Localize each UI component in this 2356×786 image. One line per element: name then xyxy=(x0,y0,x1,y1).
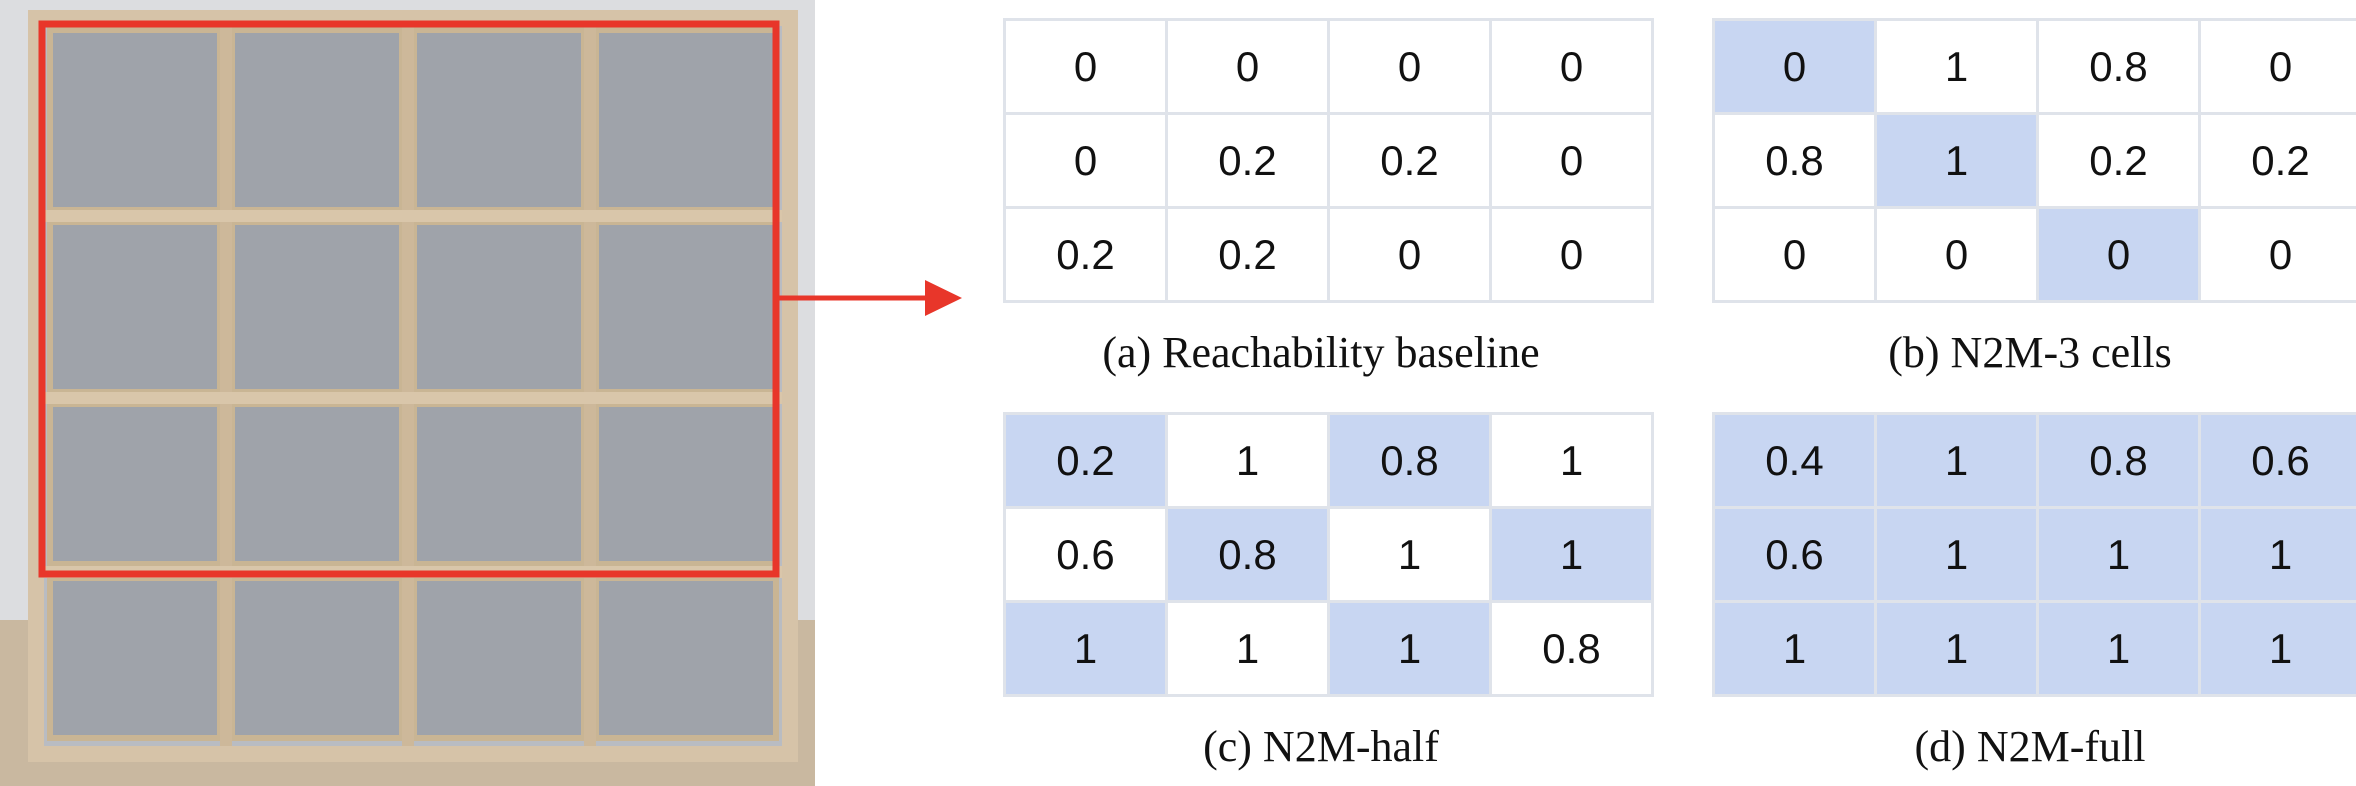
grid-cell: 0 xyxy=(1874,206,2039,303)
panel-b-caption: (b) N2M-3 cells xyxy=(1888,328,2172,377)
grid-row: 0 1 0.8 0 xyxy=(1712,18,2356,115)
grid-cell: 0 xyxy=(2198,18,2356,115)
panel-d-grid: 0.4 1 0.8 0.6 0.6 1 1 1 1 1 1 1 xyxy=(1712,412,2356,697)
grid-cell: 0 xyxy=(2036,206,2201,303)
grid-cell: 1 xyxy=(1712,600,1877,697)
grid-cell: 0 xyxy=(1489,206,1654,303)
grid-row: 1 1 1 0.8 xyxy=(1003,600,1654,697)
grid-cell: 0.8 xyxy=(1489,600,1654,697)
grid-cell: 0.6 xyxy=(2198,412,2356,509)
grid-cell: 0 xyxy=(1327,18,1492,115)
grid-cell: 1 xyxy=(1874,506,2039,603)
grid-cell: 0 xyxy=(2198,206,2356,303)
grid-cell: 0.2 xyxy=(1003,206,1168,303)
grid-cell: 0.8 xyxy=(1165,506,1330,603)
grid-cell: 0.2 xyxy=(1003,412,1168,509)
reachability-grid: 0 0 0 0 0 0.2 0.2 0 0.2 0.2 0 0 xyxy=(1003,18,1654,303)
grid-cell: 0.2 xyxy=(2198,112,2356,209)
panel-d-caption: (d) N2M-full xyxy=(1914,722,2146,771)
shelf-photo xyxy=(0,0,815,786)
grid-cell: 0.4 xyxy=(1712,412,1877,509)
panel-c-grid: 0.2 1 0.8 1 0.6 0.8 1 1 1 1 1 0.8 xyxy=(1003,412,1654,697)
grid-cell: 0 xyxy=(1327,206,1492,303)
grid-row: 0.6 0.8 1 1 xyxy=(1003,506,1654,603)
grid-row: 0.8 1 0.2 0.2 xyxy=(1712,112,2356,209)
grid-cell: 0.2 xyxy=(1165,112,1330,209)
grid-row: 0 0.2 0.2 0 xyxy=(1003,112,1654,209)
grid-cell: 0.8 xyxy=(1327,412,1492,509)
grid-cell: 1 xyxy=(1489,506,1654,603)
grid-cell: 1 xyxy=(1327,600,1492,697)
grid-cell: 0 xyxy=(1003,18,1168,115)
grid-cell: 1 xyxy=(2198,506,2356,603)
grid-cell: 0.2 xyxy=(1327,112,1492,209)
grid-cell: 0 xyxy=(1712,206,1877,303)
grid-cell: 1 xyxy=(2036,600,2201,697)
grid-cell: 1 xyxy=(2198,600,2356,697)
grid-row: 0.6 1 1 1 xyxy=(1712,506,2356,603)
grid-cell: 0 xyxy=(1165,18,1330,115)
n2m-half-grid: 0.2 1 0.8 1 0.6 0.8 1 1 1 1 1 0.8 xyxy=(1003,412,1654,697)
grid-cell: 1 xyxy=(1327,506,1492,603)
grid-cell: 0.8 xyxy=(1712,112,1877,209)
grid-cell: 0 xyxy=(1712,18,1877,115)
grid-cell: 1 xyxy=(1165,600,1330,697)
grid-cell: 1 xyxy=(1874,112,2039,209)
grid-cell: 1 xyxy=(1003,600,1168,697)
grid-cell: 1 xyxy=(1489,412,1654,509)
grid-cell: 0.8 xyxy=(2036,18,2201,115)
grid-row: 0.2 0.2 0 0 xyxy=(1003,206,1654,303)
grid-cell: 0 xyxy=(1003,112,1168,209)
grid-row: 0.2 1 0.8 1 xyxy=(1003,412,1654,509)
grid-cell: 1 xyxy=(1874,600,2039,697)
grid-cell: 1 xyxy=(1165,412,1330,509)
panel-a-caption: (a) Reachability baseline xyxy=(1102,328,1540,377)
grid-cell: 0 xyxy=(1489,18,1654,115)
grid-cell: 0.2 xyxy=(2036,112,2201,209)
grid-cell: 0.2 xyxy=(1165,206,1330,303)
grid-cell: 1 xyxy=(1874,18,2039,115)
grid-cell: 0.8 xyxy=(2036,412,2201,509)
grid-cell: 0.6 xyxy=(1712,506,1877,603)
grid-cell: 0 xyxy=(1489,112,1654,209)
n2m-full-grid: 0.4 1 0.8 0.6 0.6 1 1 1 1 1 1 1 xyxy=(1712,412,2356,697)
panel-c-caption: (c) N2M-half xyxy=(1203,722,1439,771)
grid-row: 0.4 1 0.8 0.6 xyxy=(1712,412,2356,509)
panel-a-grid: 0 0 0 0 0 0.2 0.2 0 0.2 0.2 0 0 xyxy=(1003,18,1654,303)
panel-b-grid: 0 1 0.8 0 0.8 1 0.2 0.2 0 0 0 0 xyxy=(1712,18,2356,303)
grid-cell: 1 xyxy=(1874,412,2039,509)
n2m-3-cells-grid: 0 1 0.8 0 0.8 1 0.2 0.2 0 0 0 0 xyxy=(1712,18,2356,303)
grid-cell: 0.6 xyxy=(1003,506,1168,603)
grid-cell: 1 xyxy=(2036,506,2201,603)
